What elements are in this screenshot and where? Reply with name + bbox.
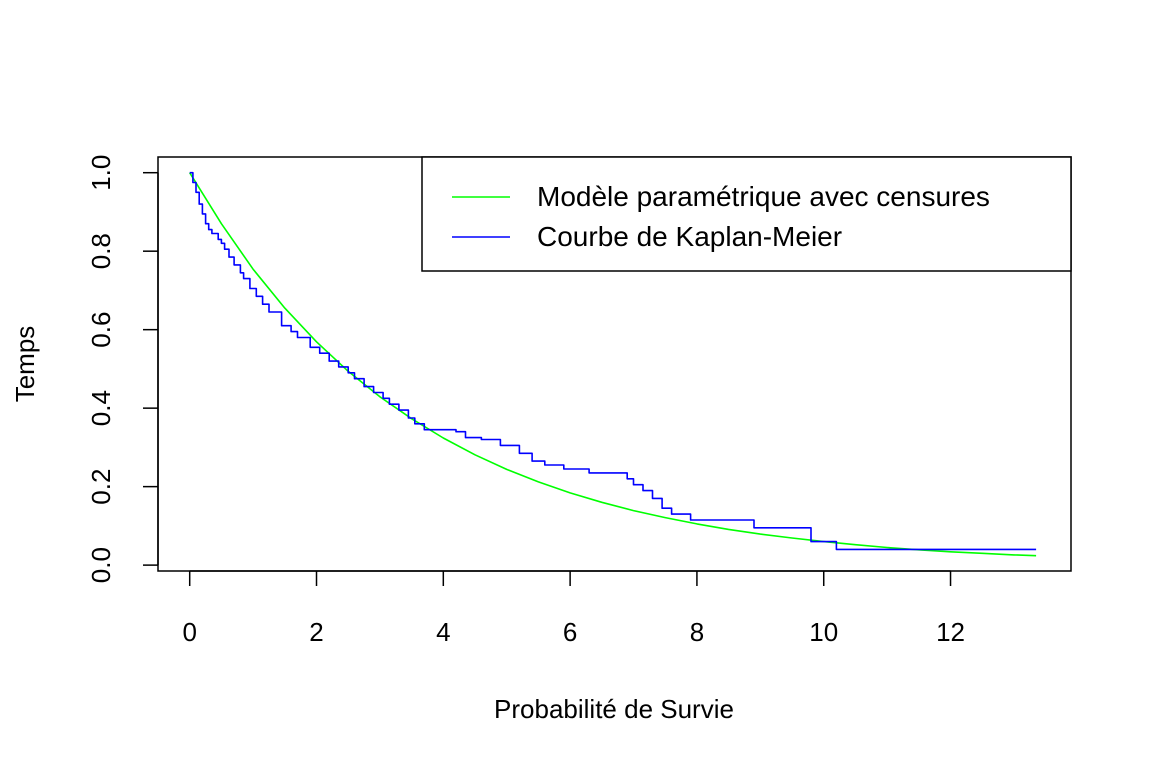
legend: Modèle paramétrique avec censures Courbe… [421, 156, 1072, 272]
y-axis-label: Temps [10, 326, 40, 403]
x-tick-label: 2 [309, 617, 323, 647]
y-tick-label: 0.2 [86, 469, 116, 505]
y-tick-label: 0.6 [86, 312, 116, 348]
legend-box [421, 156, 1072, 272]
x-axis-label: Probabilité de Survie [494, 694, 734, 724]
x-tick-label: 0 [182, 617, 196, 647]
legend-label-kaplan-meier: Courbe de Kaplan-Meier [537, 221, 842, 252]
legend-label-parametric: Modèle paramétrique avec censures [537, 181, 990, 212]
y-axis: 0.0 0.2 0.4 0.6 0.8 1.0 [86, 155, 159, 583]
x-axis: 0 2 4 6 8 10 12 [182, 570, 965, 647]
y-tick-label: 0.4 [86, 390, 116, 426]
series-line-1 [189, 171, 1037, 551]
x-tick-label: 6 [563, 617, 577, 647]
x-tick-label: 10 [809, 617, 838, 647]
x-tick-label: 8 [690, 617, 704, 647]
y-tick-label: 1.0 [86, 155, 116, 191]
y-tick-label: 0.8 [86, 233, 116, 269]
y-tick-label: 0.0 [86, 547, 116, 583]
x-tick-label: 4 [436, 617, 450, 647]
series-layer [189, 171, 1037, 557]
x-tick-label: 12 [936, 617, 965, 647]
